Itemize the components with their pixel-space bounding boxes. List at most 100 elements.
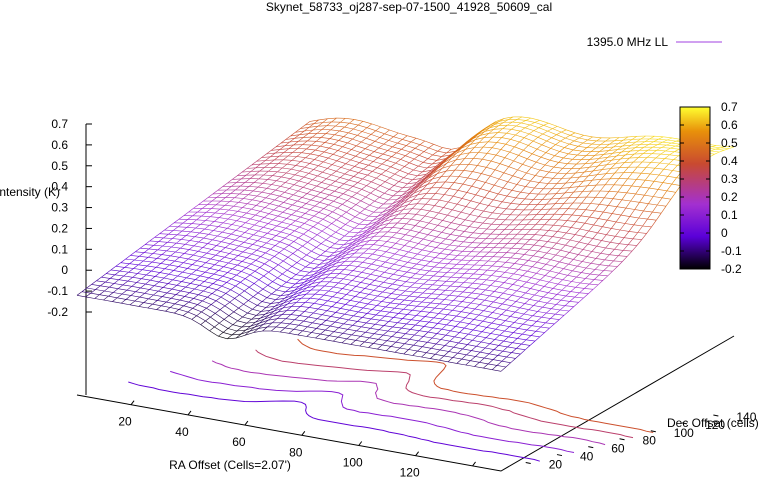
- surface-segment: [457, 260, 462, 264]
- surface-segment: [538, 251, 547, 253]
- surface-segment: [375, 138, 380, 142]
- surface-segment: [577, 203, 582, 209]
- surface-segment: [122, 290, 127, 294]
- surface-segment: [411, 320, 420, 321]
- surface-segment: [666, 145, 675, 146]
- surface-segment: [309, 173, 318, 176]
- surface-segment: [547, 253, 556, 255]
- surface-segment: [535, 280, 540, 284]
- surface-segment: [410, 329, 419, 330]
- surface-segment: [585, 217, 590, 223]
- surface-segment: [389, 137, 394, 141]
- surface-segment: [259, 280, 268, 286]
- surface-segment: [215, 310, 220, 314]
- surface-segment: [330, 244, 335, 248]
- surface-segment: [329, 336, 338, 338]
- surface-segment: [543, 131, 548, 134]
- surface-segment: [219, 218, 228, 219]
- surface-segment: [386, 167, 391, 171]
- surface-segment: [461, 265, 466, 269]
- surface-segment: [361, 332, 366, 336]
- surface-segment: [407, 136, 416, 139]
- surface-segment: [440, 200, 449, 202]
- surface-segment: [321, 240, 326, 244]
- surface-segment: [207, 294, 212, 298]
- surface-segment: [561, 188, 570, 189]
- surface-segment: [288, 156, 297, 157]
- surface-segment: [321, 244, 330, 248]
- surface-segment: [115, 271, 120, 275]
- surface-segment: [476, 342, 481, 346]
- surface-segment: [507, 295, 512, 299]
- surface-segment: [522, 287, 531, 289]
- surface-segment: [270, 200, 275, 204]
- surface-segment: [523, 215, 528, 220]
- surface-segment: [342, 153, 347, 157]
- x-tick-label: 60: [232, 435, 246, 449]
- surface-segment: [548, 237, 553, 242]
- surface-segment: [159, 278, 164, 282]
- surface-segment: [566, 227, 571, 233]
- surface-segment: [387, 242, 396, 244]
- surface-segment: [587, 257, 596, 259]
- surface-segment: [404, 300, 413, 301]
- surface-segment: [170, 308, 179, 310]
- surface-segment: [323, 305, 332, 307]
- surface-segment: [455, 230, 464, 232]
- surface-segment: [259, 276, 264, 280]
- surface-segment: [238, 256, 247, 258]
- surface-segment: [389, 322, 398, 323]
- surface-segment: [443, 268, 452, 269]
- surface-segment: [356, 286, 365, 288]
- surface-segment: [569, 307, 574, 311]
- surface-segment: [564, 148, 573, 150]
- surface-segment: [618, 256, 627, 257]
- surface-segment: [324, 291, 329, 295]
- surface-segment: [597, 246, 606, 248]
- surface-segment: [426, 256, 435, 258]
- surface-segment: [575, 297, 584, 298]
- surface-segment: [185, 296, 194, 298]
- surface-segment: [512, 185, 517, 191]
- surface-segment: [561, 250, 570, 252]
- surface-segment: [663, 137, 672, 138]
- surface-segment: [552, 248, 561, 250]
- surface-segment: [219, 214, 224, 218]
- surface-segment: [277, 177, 282, 181]
- surface-segment: [451, 326, 456, 330]
- surface-segment: [129, 269, 134, 273]
- surface-segment: [282, 168, 291, 169]
- surface-segment: [520, 244, 525, 249]
- surface-segment: [299, 177, 304, 181]
- surface-segment: [640, 195, 645, 202]
- surface-segment: [452, 268, 461, 269]
- surface-segment: [217, 246, 226, 248]
- surface-segment: [468, 330, 473, 334]
- surface-segment: [427, 298, 436, 299]
- surface-segment: [415, 148, 424, 151]
- surface-segment: [438, 272, 447, 273]
- surface-segment: [501, 315, 510, 317]
- surface-segment: [112, 298, 117, 302]
- surface-segment: [210, 327, 215, 331]
- surface-segment: [510, 316, 519, 318]
- surface-segment: [260, 208, 265, 212]
- surface-segment: [381, 252, 386, 256]
- surface-segment: [314, 216, 323, 219]
- surface-segment: [283, 156, 288, 160]
- surface-segment: [286, 228, 295, 231]
- surface-segment: [95, 295, 100, 299]
- surface-segment: [581, 156, 586, 160]
- surface-segment: [636, 187, 641, 194]
- surface-segment: [624, 231, 629, 237]
- surface-segment: [130, 264, 139, 265]
- surface-segment: [587, 180, 592, 186]
- surface-segment: [588, 289, 593, 293]
- surface-segment: [396, 342, 405, 344]
- surface-segment: [116, 263, 121, 267]
- surface-segment: [180, 248, 189, 249]
- surface-segment: [402, 228, 411, 230]
- surface-segment: [420, 321, 429, 322]
- surface-segment: [475, 252, 480, 256]
- surface-segment: [545, 276, 554, 278]
